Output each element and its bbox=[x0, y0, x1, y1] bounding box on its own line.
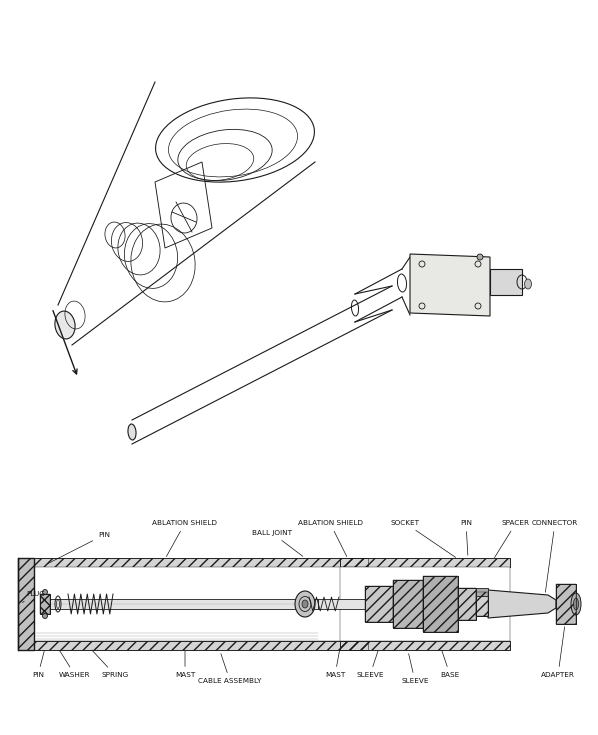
Ellipse shape bbox=[55, 311, 75, 339]
Bar bbox=[340, 641, 510, 650]
Bar bbox=[340, 641, 510, 650]
Bar bbox=[556, 584, 576, 624]
Text: ABLATION SHIELD: ABLATION SHIELD bbox=[152, 520, 218, 556]
Bar bbox=[365, 586, 393, 622]
Bar bbox=[18, 641, 368, 650]
Text: PLUG: PLUG bbox=[22, 591, 45, 603]
Bar bbox=[490, 269, 522, 295]
Bar bbox=[458, 588, 476, 620]
Bar bbox=[458, 588, 476, 620]
Ellipse shape bbox=[128, 424, 136, 440]
Ellipse shape bbox=[302, 600, 308, 608]
Bar bbox=[476, 592, 488, 616]
Ellipse shape bbox=[295, 591, 315, 617]
Text: MAST: MAST bbox=[175, 650, 195, 678]
Bar bbox=[18, 558, 34, 650]
Bar bbox=[18, 558, 368, 567]
Bar bbox=[365, 586, 393, 622]
Bar bbox=[476, 588, 488, 596]
Text: PIN: PIN bbox=[460, 520, 472, 555]
Bar bbox=[340, 558, 510, 567]
Bar bbox=[318, 599, 373, 609]
Bar bbox=[18, 641, 368, 650]
Text: SPRING: SPRING bbox=[92, 650, 129, 678]
Bar bbox=[18, 558, 34, 650]
Bar bbox=[340, 567, 510, 641]
Text: ADAPTER: ADAPTER bbox=[541, 627, 575, 678]
Polygon shape bbox=[410, 254, 490, 316]
Bar bbox=[393, 580, 423, 628]
Text: SPACER: SPACER bbox=[495, 520, 530, 558]
Text: BALL JOINT: BALL JOINT bbox=[252, 530, 303, 556]
Bar bbox=[423, 576, 458, 632]
Bar bbox=[48, 599, 318, 609]
Bar bbox=[40, 594, 50, 614]
Bar bbox=[34, 567, 368, 641]
Bar bbox=[340, 558, 510, 567]
Text: PIN: PIN bbox=[47, 532, 110, 564]
Text: ABLATION SHIELD: ABLATION SHIELD bbox=[297, 520, 362, 556]
Text: PIN: PIN bbox=[32, 650, 44, 678]
Bar bbox=[476, 592, 488, 616]
Text: MAST: MAST bbox=[325, 650, 345, 678]
Text: WASHER: WASHER bbox=[59, 650, 91, 678]
Ellipse shape bbox=[571, 593, 581, 615]
Bar bbox=[40, 594, 50, 614]
Text: SLEEVE: SLEEVE bbox=[401, 653, 429, 684]
Bar bbox=[18, 558, 368, 567]
Text: CONNECTOR: CONNECTOR bbox=[532, 520, 578, 592]
Text: SOCKET: SOCKET bbox=[390, 520, 456, 557]
Bar bbox=[393, 580, 423, 628]
Ellipse shape bbox=[573, 598, 578, 610]
Text: SLEEVE: SLEEVE bbox=[356, 650, 384, 678]
Bar bbox=[423, 576, 458, 632]
Polygon shape bbox=[488, 590, 556, 618]
Bar bbox=[556, 584, 576, 624]
Ellipse shape bbox=[42, 614, 47, 618]
Text: CABLE ASSEMBLY: CABLE ASSEMBLY bbox=[199, 653, 262, 684]
Ellipse shape bbox=[477, 254, 483, 260]
Ellipse shape bbox=[42, 589, 47, 595]
Text: BASE: BASE bbox=[440, 650, 460, 678]
Ellipse shape bbox=[524, 279, 532, 289]
